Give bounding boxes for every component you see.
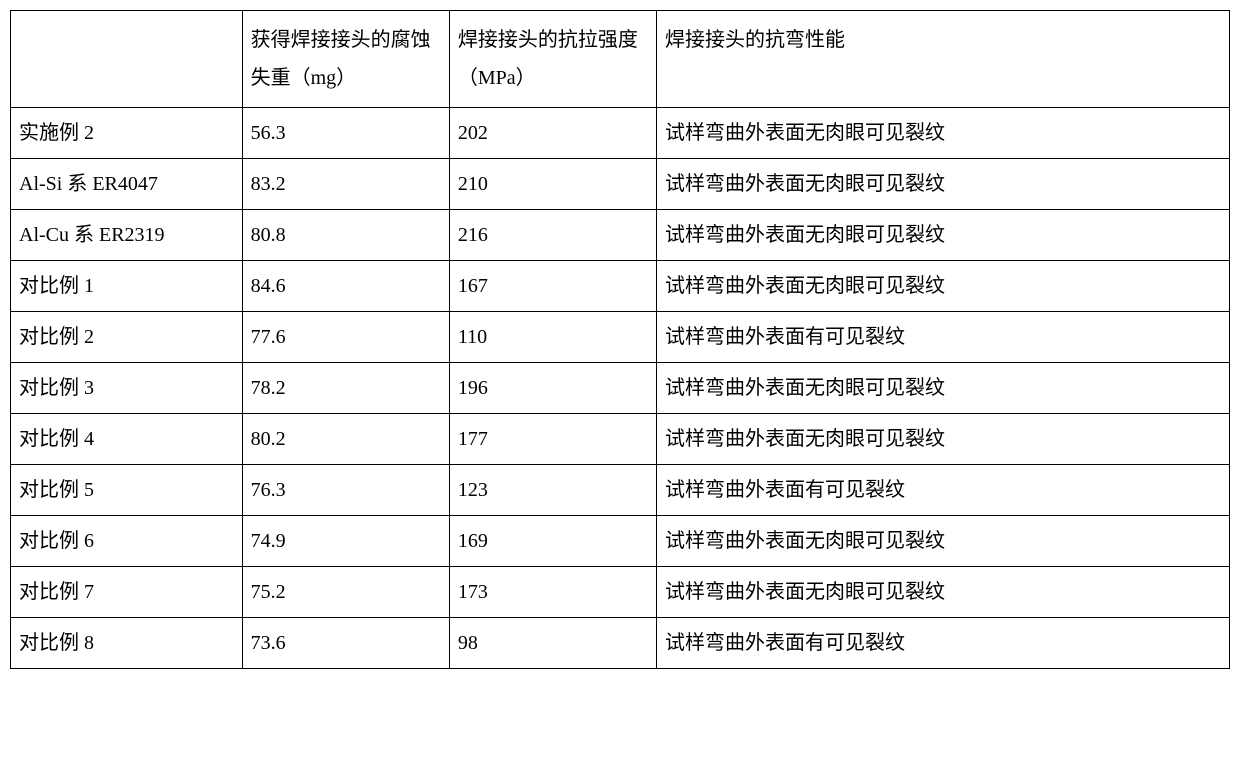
table-cell: 对比例 1 xyxy=(11,261,243,312)
table-cell: 169 xyxy=(449,516,656,567)
table-cell: 对比例 6 xyxy=(11,516,243,567)
table-cell: 202 xyxy=(449,108,656,159)
table-row: 实施例 2 56.3 202 试样弯曲外表面无肉眼可见裂纹 xyxy=(11,108,1230,159)
table-cell: Al-Si 系 ER4047 xyxy=(11,159,243,210)
table-cell: 对比例 4 xyxy=(11,414,243,465)
table-cell: 对比例 5 xyxy=(11,465,243,516)
table-cell: 对比例 3 xyxy=(11,363,243,414)
table-cell: 77.6 xyxy=(242,312,449,363)
table-cell: 试样弯曲外表面有可见裂纹 xyxy=(657,465,1230,516)
table-cell: 74.9 xyxy=(242,516,449,567)
table-cell: 实施例 2 xyxy=(11,108,243,159)
table-row: 对比例 4 80.2 177 试样弯曲外表面无肉眼可见裂纹 xyxy=(11,414,1230,465)
table-cell: 196 xyxy=(449,363,656,414)
table-cell: 试样弯曲外表面有可见裂纹 xyxy=(657,312,1230,363)
table-cell: 84.6 xyxy=(242,261,449,312)
table-cell: 123 xyxy=(449,465,656,516)
data-table: 获得焊接接头的腐蚀失重（mg） 焊接接头的抗拉强度（MPa） 焊接接头的抗弯性能… xyxy=(10,10,1230,669)
table-header-row: 获得焊接接头的腐蚀失重（mg） 焊接接头的抗拉强度（MPa） 焊接接头的抗弯性能 xyxy=(11,11,1230,108)
table-header-cell xyxy=(11,11,243,108)
table-cell: 167 xyxy=(449,261,656,312)
table-cell: 78.2 xyxy=(242,363,449,414)
table-row: 对比例 8 73.6 98 试样弯曲外表面有可见裂纹 xyxy=(11,618,1230,669)
table-header-cell: 焊接接头的抗弯性能 xyxy=(657,11,1230,108)
table-cell: 83.2 xyxy=(242,159,449,210)
table-row: Al-Si 系 ER4047 83.2 210 试样弯曲外表面无肉眼可见裂纹 xyxy=(11,159,1230,210)
table-cell: 对比例 8 xyxy=(11,618,243,669)
table-cell: 试样弯曲外表面无肉眼可见裂纹 xyxy=(657,363,1230,414)
table-cell: 试样弯曲外表面无肉眼可见裂纹 xyxy=(657,516,1230,567)
table-cell: 98 xyxy=(449,618,656,669)
table-cell: 110 xyxy=(449,312,656,363)
data-table-container: 获得焊接接头的腐蚀失重（mg） 焊接接头的抗拉强度（MPa） 焊接接头的抗弯性能… xyxy=(10,10,1230,669)
table-header-cell: 获得焊接接头的腐蚀失重（mg） xyxy=(242,11,449,108)
table-row: 对比例 1 84.6 167 试样弯曲外表面无肉眼可见裂纹 xyxy=(11,261,1230,312)
table-cell: 177 xyxy=(449,414,656,465)
table-cell: 73.6 xyxy=(242,618,449,669)
table-cell: 75.2 xyxy=(242,567,449,618)
table-cell: 对比例 7 xyxy=(11,567,243,618)
table-row: 对比例 7 75.2 173 试样弯曲外表面无肉眼可见裂纹 xyxy=(11,567,1230,618)
table-cell: 76.3 xyxy=(242,465,449,516)
table-cell: 对比例 2 xyxy=(11,312,243,363)
table-cell: 56.3 xyxy=(242,108,449,159)
table-row: 对比例 5 76.3 123 试样弯曲外表面有可见裂纹 xyxy=(11,465,1230,516)
table-cell: 80.8 xyxy=(242,210,449,261)
table-cell: 试样弯曲外表面无肉眼可见裂纹 xyxy=(657,108,1230,159)
table-cell: 210 xyxy=(449,159,656,210)
table-cell: 80.2 xyxy=(242,414,449,465)
table-cell: 试样弯曲外表面有可见裂纹 xyxy=(657,618,1230,669)
table-row: Al-Cu 系 ER2319 80.8 216 试样弯曲外表面无肉眼可见裂纹 xyxy=(11,210,1230,261)
table-header-cell: 焊接接头的抗拉强度（MPa） xyxy=(449,11,656,108)
table-row: 对比例 6 74.9 169 试样弯曲外表面无肉眼可见裂纹 xyxy=(11,516,1230,567)
table-cell: 试样弯曲外表面无肉眼可见裂纹 xyxy=(657,210,1230,261)
table-cell: 试样弯曲外表面无肉眼可见裂纹 xyxy=(657,159,1230,210)
table-cell: 试样弯曲外表面无肉眼可见裂纹 xyxy=(657,567,1230,618)
table-row: 对比例 3 78.2 196 试样弯曲外表面无肉眼可见裂纹 xyxy=(11,363,1230,414)
table-row: 对比例 2 77.6 110 试样弯曲外表面有可见裂纹 xyxy=(11,312,1230,363)
table-cell: 173 xyxy=(449,567,656,618)
table-cell: Al-Cu 系 ER2319 xyxy=(11,210,243,261)
table-cell: 216 xyxy=(449,210,656,261)
table-cell: 试样弯曲外表面无肉眼可见裂纹 xyxy=(657,414,1230,465)
table-cell: 试样弯曲外表面无肉眼可见裂纹 xyxy=(657,261,1230,312)
